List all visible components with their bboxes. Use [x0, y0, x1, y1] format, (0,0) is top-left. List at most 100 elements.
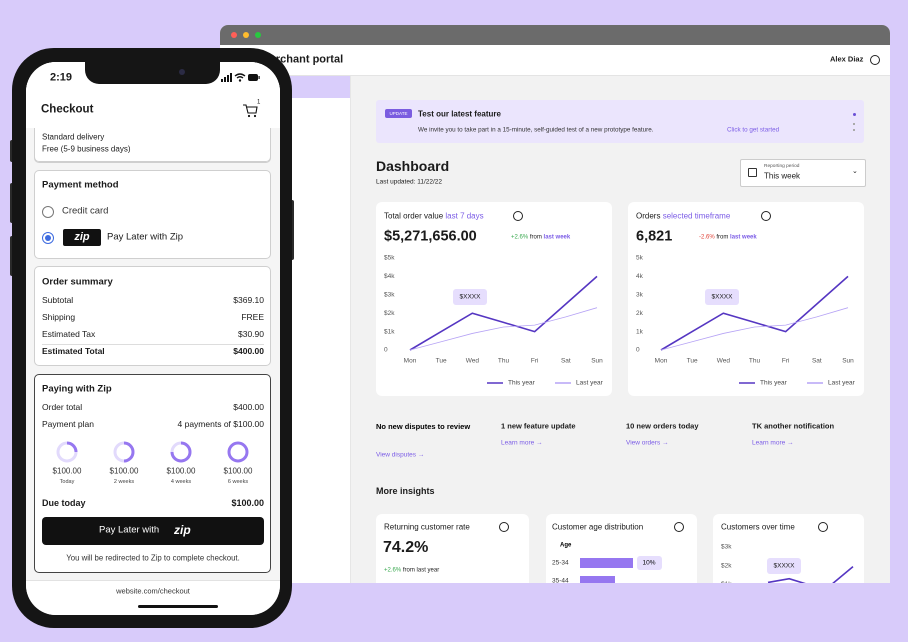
y-tick-label: $3k	[384, 292, 395, 299]
close-dot[interactable]	[231, 32, 237, 38]
kpi-period[interactable]: last week	[730, 234, 757, 241]
phone-screen: 2:19 Checkout 1 2:19 Checkout 1 Standard…	[26, 62, 280, 615]
series-line	[767, 565, 854, 583]
axis-label: Age	[560, 543, 572, 549]
installment-rings	[56, 441, 249, 463]
info-icon[interactable]	[674, 522, 684, 532]
x-tick-label: Thu	[749, 358, 761, 365]
installment-amount: $100.00	[223, 466, 253, 476]
row-value: $30.90	[238, 329, 264, 340]
button-logo[interactable]: zip	[174, 523, 191, 538]
row-label: Subtotal	[42, 295, 74, 306]
info-icon[interactable]	[761, 211, 771, 221]
x-tick-label: Sun	[591, 358, 603, 365]
radio[interactable]	[42, 206, 54, 218]
row-value: $369.10	[233, 295, 264, 306]
legend-label: Last year	[828, 380, 856, 387]
installment-amount: $100.00	[52, 466, 82, 476]
x-tick-label: Fri	[531, 358, 539, 365]
option-label[interactable]: Credit card	[62, 205, 109, 217]
y-tick-label: 2k	[636, 310, 644, 317]
period-select[interactable]	[740, 159, 866, 187]
x-tick-label: Tue	[687, 358, 698, 365]
kpi-value: $5,271,656.00	[384, 228, 477, 245]
row-label: Estimated Total	[42, 346, 105, 357]
last-updated: Last updated: 11/22/22	[376, 178, 443, 186]
y-tick-label: $1k	[384, 328, 395, 335]
summary-title: Order summary	[42, 276, 113, 288]
notification-title: TK another notification	[752, 421, 835, 431]
y-tick-label: $5k	[384, 255, 395, 262]
kpi-filter[interactable]: last 7 days	[445, 211, 484, 221]
user-name[interactable]: Alex Diaz	[830, 54, 864, 64]
dot	[853, 129, 855, 131]
radio-dot	[45, 235, 51, 241]
kpi-card	[628, 202, 864, 396]
legend-label: Last year	[576, 380, 604, 387]
title-bar	[220, 25, 890, 45]
button-label[interactable]: Pay Later with	[99, 524, 160, 536]
zip-logo: zip	[63, 229, 101, 246]
kpi-filter[interactable]: selected timeframe	[662, 211, 731, 221]
y-tick-label: 4k	[636, 273, 644, 280]
x-tick-label: Mon	[655, 358, 668, 365]
installment-when: 6 weeks	[227, 478, 249, 485]
insight-title: Customers over time	[721, 522, 795, 532]
series-line	[409, 307, 598, 351]
notification-link[interactable]: Learn more →	[501, 439, 543, 447]
kpi-title-text: Orders	[636, 211, 661, 221]
value-label-box	[637, 556, 662, 570]
notification-link[interactable]: View orders →	[626, 439, 669, 447]
y-tick-label: $2k	[721, 562, 732, 569]
zip-title: Paying with Zip	[42, 383, 112, 395]
notification-link[interactable]: Learn more →	[752, 439, 794, 447]
kpi-change-row: -2.6% from last week	[699, 235, 757, 242]
x-tick-label: Wed	[717, 358, 731, 365]
option-label[interactable]: Pay Later with Zip	[107, 231, 184, 243]
banner-title: Test our latest feature	[418, 109, 501, 119]
notch	[85, 62, 220, 84]
portal-header	[220, 45, 890, 76]
legend-label: This year	[508, 380, 536, 387]
tooltip	[767, 558, 801, 574]
cart-icon[interactable]	[243, 104, 259, 118]
notification-link[interactable]: View disputes →	[376, 451, 425, 459]
min-dot[interactable]	[243, 32, 249, 38]
y-tick-label: 5k	[636, 255, 644, 262]
delivery-name: Standard delivery	[42, 132, 105, 142]
installment-when: Today	[59, 478, 75, 485]
legend-label: This year	[760, 380, 788, 387]
zip-button[interactable]	[42, 517, 264, 545]
kpi-title: Orders selected timeframe	[636, 211, 730, 220]
tooltip-label: $XXXX	[460, 294, 482, 301]
period-value: This week	[764, 171, 801, 181]
x-tick-label: Sun	[842, 358, 854, 365]
insight-card	[546, 514, 697, 583]
info-icon[interactable]	[818, 522, 828, 532]
banner-link[interactable]: Click to get started	[727, 126, 780, 134]
insight-title: Customer age distribution	[552, 522, 644, 532]
x-tick-label: Mon	[404, 358, 417, 365]
series-line	[660, 307, 849, 351]
y-tick-label: 1k	[636, 328, 644, 335]
kpi-change: -2.6%	[699, 234, 715, 241]
url[interactable]: website.com/checkout	[116, 586, 190, 596]
kpi-period[interactable]: last week	[543, 234, 571, 241]
insight-note: from last year	[402, 567, 440, 574]
x-tick-label: Sat	[561, 358, 571, 365]
x-tick-label: Thu	[498, 358, 510, 365]
max-dot[interactable]	[255, 32, 261, 38]
row-label: Shipping	[42, 312, 76, 323]
info-icon[interactable]	[499, 522, 509, 532]
row-label: Estimated Tax	[42, 329, 96, 340]
status-time: 2:19	[50, 71, 73, 84]
y-tick-label: 0	[636, 347, 640, 354]
user-menu[interactable]	[870, 55, 880, 65]
info-icon[interactable]	[513, 211, 523, 221]
banner	[376, 100, 864, 143]
chevron: ⌄	[852, 167, 858, 175]
home-indicator	[138, 605, 218, 608]
row-value: $400.00	[233, 402, 264, 413]
row-value: $400.00	[233, 346, 264, 357]
banner-text: We invite you to take part in a 15-minut…	[418, 126, 654, 134]
